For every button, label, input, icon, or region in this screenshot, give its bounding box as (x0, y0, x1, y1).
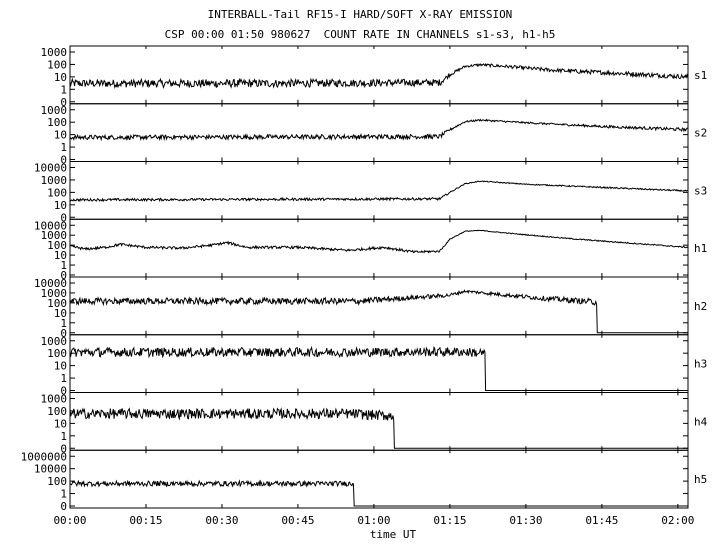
y-tick-label-h3-0: 1000 (41, 335, 68, 348)
y-tick-label-h3-3: 1 (60, 372, 67, 385)
y-tick-label-s2-2: 10 (54, 129, 67, 142)
y-tick-label-h3-2: 10 (54, 360, 67, 373)
y-tick-label-h2-5: 0 (60, 327, 67, 340)
x-tick-label-4: 01:00 (357, 514, 390, 527)
y-tick-label-s1-3: 1 (60, 83, 67, 96)
series-line-h5 (69, 479, 688, 507)
y-tick-label-h5-2: 100 (47, 475, 67, 488)
y-tick-label-s3-1: 1000 (41, 174, 68, 187)
panel-label-h4: h4 (694, 415, 708, 428)
y-tick-label-h4-3: 1 (60, 430, 67, 443)
y-tick-label-s2-0: 1000 (41, 104, 68, 117)
y-tick-label-s2-4: 0 (60, 154, 67, 167)
y-tick-label-h1-0: 10000 (34, 219, 67, 232)
y-tick-label-h3-1: 100 (47, 347, 67, 360)
y-tick-label-h1-4: 1 (60, 259, 67, 272)
panel-frame-s3 (69, 161, 689, 220)
y-tick-label-h1-3: 10 (54, 249, 67, 262)
series-line-h4 (69, 407, 688, 449)
panel-frame-h4 (69, 392, 689, 451)
y-tick-label-s2-1: 100 (47, 116, 67, 129)
panel-label-s2: s2 (694, 127, 707, 140)
x-tick-label-1: 00:15 (129, 514, 162, 527)
panel-frame-h3 (69, 334, 689, 393)
panel-label-h1: h1 (694, 242, 707, 255)
panel-frame-s1 (69, 45, 689, 105)
series-line-h3 (69, 345, 688, 391)
series-line-s1 (69, 62, 689, 89)
y-tick-label-s1-2: 10 (54, 71, 67, 84)
panel-label-h2: h2 (694, 300, 707, 313)
y-tick-label-h1-2: 100 (47, 239, 67, 252)
chart-title: INTERBALL-Tail RF15-I HARD/SOFT X-RAY EM… (207, 8, 513, 21)
x-tick-label-8: 02:00 (661, 514, 694, 527)
x-tick-label-3: 00:45 (281, 514, 314, 527)
panel-label-h5: h5 (694, 473, 707, 486)
y-tick-label-h4-1: 100 (47, 405, 67, 418)
y-tick-label-h1-1: 1000 (41, 229, 68, 242)
y-tick-label-h2-2: 100 (47, 297, 67, 310)
y-tick-label-h5-1: 10000 (34, 463, 67, 476)
series-line-h1 (69, 229, 688, 254)
chart-subtitle: CSP 00:00 01:50 980627 COUNT RATE IN CHA… (164, 28, 556, 41)
series-line-s3 (69, 180, 688, 203)
y-tick-label-h5-4: 0 (60, 500, 67, 513)
panel-frame-h5 (69, 449, 689, 509)
y-tick-label-s3-3: 10 (54, 199, 67, 212)
series-line-h2 (69, 289, 688, 334)
x-tick-label-0: 00:00 (53, 514, 86, 527)
y-tick-label-s1-1: 100 (47, 58, 67, 71)
y-tick-label-s3-4: 0 (60, 211, 67, 224)
y-tick-label-h4-4: 0 (60, 442, 67, 455)
y-tick-label-h2-4: 1 (60, 317, 67, 330)
y-tick-label-h5-0: 1000000 (21, 450, 67, 463)
y-tick-label-s1-4: 0 (60, 96, 67, 109)
x-tick-label-5: 01:15 (433, 514, 466, 527)
panel-label-s1: s1 (694, 69, 707, 82)
series-line-s2 (69, 118, 688, 142)
y-tick-label-h4-2: 10 (54, 417, 67, 430)
y-tick-label-h2-3: 10 (54, 307, 67, 320)
y-tick-label-s1-0: 1000 (41, 46, 68, 59)
panel-label-s3: s3 (694, 184, 707, 197)
panel-frame-h2 (69, 276, 689, 336)
y-tick-label-h2-1: 1000 (41, 287, 68, 300)
y-tick-label-s3-2: 100 (47, 186, 67, 199)
y-tick-label-h1-5: 0 (60, 269, 67, 282)
x-axis-label: time UT (370, 528, 417, 541)
y-tick-label-s2-3: 1 (60, 141, 67, 154)
x-tick-label-7: 01:45 (585, 514, 618, 527)
y-tick-label-s3-0: 10000 (34, 162, 67, 175)
y-tick-label-h4-0: 1000 (41, 393, 68, 406)
x-tick-label-6: 01:30 (509, 514, 542, 527)
y-tick-label-h2-0: 10000 (34, 277, 67, 290)
y-tick-label-h5-3: 1 (60, 488, 67, 501)
panel-frame-s2 (69, 103, 689, 162)
panel-label-h3: h3 (694, 358, 707, 371)
y-tick-label-h3-4: 0 (60, 385, 67, 398)
x-tick-label-2: 00:30 (205, 514, 238, 527)
